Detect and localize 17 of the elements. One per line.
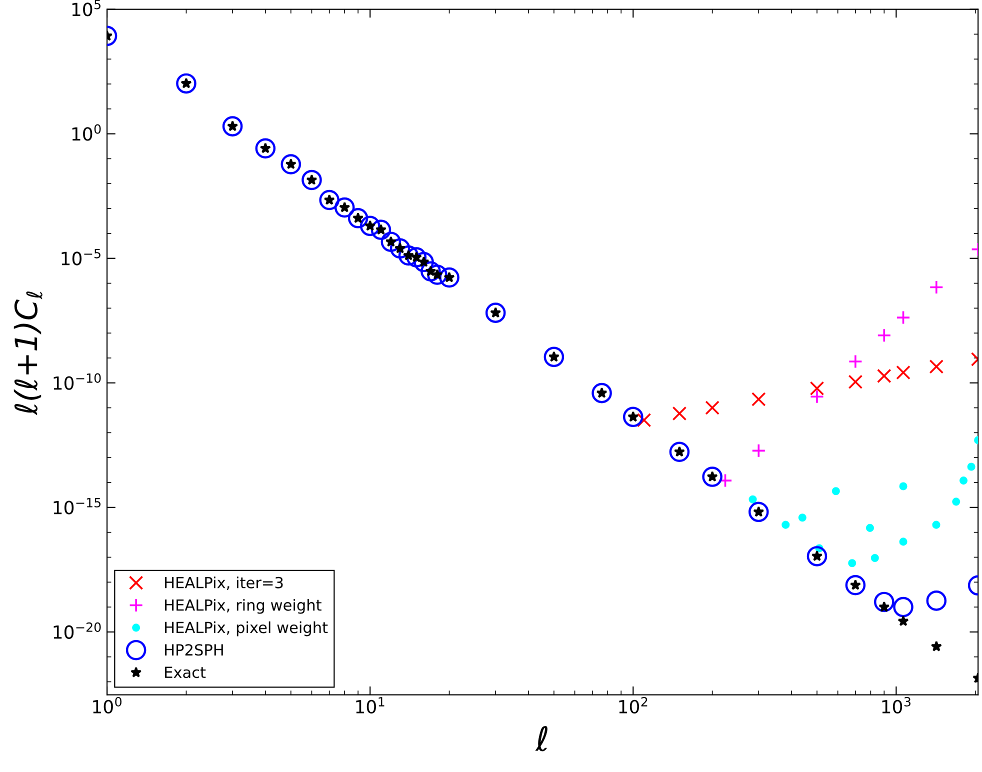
x-tick-label: 10$^{0}$ (93, 696, 122, 714)
legend-label: HEALPix, iter=3 (165, 576, 283, 590)
x-axis-title: ℓ (535, 726, 548, 752)
y-tick-label: 10$^{−10}$ (54, 373, 101, 390)
x-tick-label: 10$^{2}$ (619, 696, 648, 714)
legend-label: HP2SPH (165, 644, 223, 656)
legend-label: HEALPix, ring weight (165, 598, 322, 614)
y-tick-label: 10$^{0}$ (72, 124, 101, 141)
y-tick-label: 10$^{5}$ (72, 0, 100, 16)
y-tick-label: 10$^{−15}$ (54, 498, 101, 514)
y-tick-label: 10$^{−5}$ (62, 248, 100, 266)
x-tick-label: 10$^{3}$ (882, 696, 910, 714)
legend-label: HEALPix, pixel weight (165, 621, 328, 636)
y-tick-label: 10$^{−20}$ (54, 622, 101, 639)
legend-label: Exact (165, 666, 206, 678)
y-axis-title: ℓ(ℓ+1)C$_{ℓ}$ (14, 292, 42, 416)
x-tick-label: 10$^{1}$ (356, 697, 384, 714)
